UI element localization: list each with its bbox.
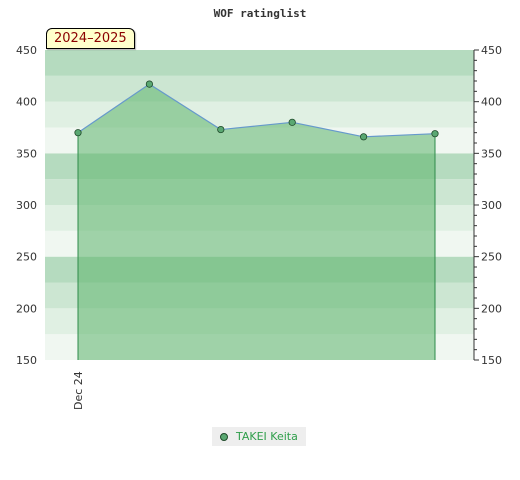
y-tick-label-right: 450 <box>481 44 502 57</box>
y-tick-label-right: 350 <box>481 147 502 160</box>
data-point <box>288 118 296 126</box>
y-tick-label-right: 300 <box>481 199 502 212</box>
data-point <box>359 133 368 141</box>
y-tick-label-right: 400 <box>481 96 502 109</box>
x-tick-label: Dec 24 <box>72 371 85 410</box>
legend-label: TAKEI Keita <box>236 430 298 443</box>
series-area <box>78 84 435 360</box>
legend-marker-icon <box>220 432 228 441</box>
y-tick-label-left: 400 <box>16 96 37 109</box>
y-tick-label-left: 350 <box>16 147 37 160</box>
y-tick-label-right: 150 <box>481 354 502 367</box>
data-points <box>74 80 439 141</box>
y-axis-left: 150 200 250 300 350 400 450 <box>16 44 37 367</box>
y-axis-right: 150 200 250 300 350 400 450 <box>473 44 502 367</box>
y-tick-label-left: 150 <box>16 354 37 367</box>
legend[interactable]: TAKEI Keita <box>212 427 306 446</box>
area-layer <box>77 83 436 360</box>
data-point <box>431 130 439 138</box>
y-tick-label-left: 300 <box>16 199 37 212</box>
data-point <box>74 129 82 137</box>
y-tick-label-right: 250 <box>481 251 502 264</box>
season-badge: 2024–2025 <box>46 28 135 49</box>
data-point <box>217 125 225 134</box>
y-tick-label-right: 200 <box>481 302 502 315</box>
chart-title: WOF ratinglist <box>214 7 307 20</box>
grid-band <box>45 75 474 102</box>
data-point <box>145 80 153 88</box>
y-tick-label-left: 250 <box>16 251 37 264</box>
grid-band <box>45 50 474 76</box>
x-axis: Dec 24 <box>72 371 85 410</box>
y-tick-label-left: 200 <box>16 302 37 315</box>
y-tick-label-left: 450 <box>16 44 37 57</box>
series-line <box>77 83 436 138</box>
